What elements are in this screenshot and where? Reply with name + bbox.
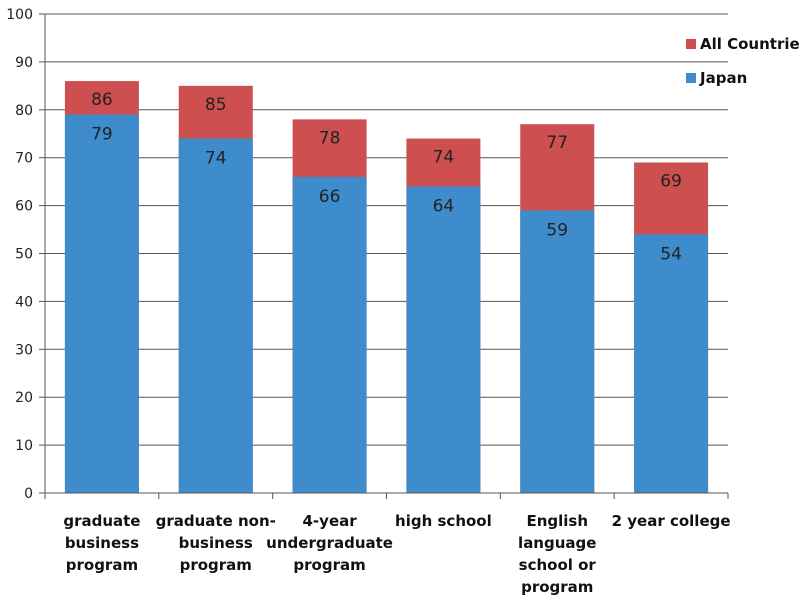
y-tick-label: 100 — [6, 7, 33, 23]
gridlines — [45, 13, 728, 446]
y-tick-label: 80 — [15, 103, 33, 119]
bar-japan — [292, 176, 367, 494]
x-tick-label-line: program — [521, 578, 593, 596]
data-label-all-countries: 77 — [546, 133, 568, 153]
bar-japan — [634, 234, 709, 493]
y-tick-label: 90 — [15, 55, 33, 71]
bars: 86 79 85 74 78 66 74 64 77 59 69 54 — [64, 81, 709, 494]
data-label-japan: 59 — [546, 220, 568, 240]
y-tick-label: 10 — [15, 438, 33, 454]
x-tick-label-line: program — [293, 556, 365, 574]
y-tick-label: 30 — [15, 342, 33, 358]
x-tick-label-line: business — [179, 534, 253, 552]
x-tick-label-line: program — [180, 556, 252, 574]
data-label-japan: 66 — [319, 187, 341, 207]
x-tick-label-line: 2 year college — [612, 512, 731, 530]
legend-label: All Countries — [700, 35, 800, 53]
data-label-all-countries: 74 — [433, 148, 455, 168]
data-label-all-countries: 85 — [205, 95, 227, 115]
y-axis: 0 10 20 30 40 50 60 70 80 90 100 — [6, 7, 46, 502]
y-tick-label: 50 — [15, 247, 33, 263]
bar-japan — [178, 138, 253, 494]
y-tick-label: 60 — [15, 199, 33, 215]
x-tick-label: 2 year college — [612, 512, 731, 530]
x-tick-label-line: business — [65, 534, 139, 552]
y-tick-label: 70 — [15, 151, 33, 167]
y-tick-label: 20 — [15, 390, 33, 406]
bar-japan — [406, 186, 481, 493]
x-tick-label: graduate non-business program — [156, 512, 276, 574]
x-tick-label: 4-year undergraduate program — [266, 512, 393, 574]
data-label-all-countries: 86 — [91, 90, 113, 110]
x-tick-label-line: 4-year — [303, 512, 358, 530]
y-tick-label: 40 — [15, 294, 33, 310]
bar-japan — [520, 210, 595, 493]
legend-swatch — [686, 73, 696, 83]
x-tick-label-line: undergraduate — [266, 534, 393, 552]
legend-label: Japan — [699, 69, 747, 87]
data-label-all-countries: 78 — [319, 128, 341, 148]
legend-swatch — [686, 39, 696, 49]
x-tick-label-line: graduate — [63, 512, 140, 530]
x-tick-label-line: English — [526, 512, 588, 530]
x-tick-label-line: high school — [395, 512, 492, 530]
x-tick-label-line: language — [518, 534, 596, 552]
legend: All Countries Japan — [686, 35, 800, 87]
data-label-all-countries: 69 — [660, 171, 682, 191]
data-label-japan: 79 — [91, 125, 113, 145]
y-tick-label: 0 — [24, 486, 33, 502]
bar-japan — [64, 114, 139, 493]
x-tick-label: graduate business program — [63, 512, 140, 574]
x-tick-label-line: school or — [519, 556, 597, 574]
x-tick-label-line: program — [66, 556, 138, 574]
x-tick-label-line: graduate non- — [156, 512, 276, 530]
data-label-japan: 74 — [205, 149, 227, 169]
data-label-japan: 64 — [433, 196, 455, 216]
x-tick-label: English language school or program — [518, 512, 596, 596]
data-label-japan: 54 — [660, 244, 682, 264]
x-tick-label: high school — [395, 512, 492, 530]
